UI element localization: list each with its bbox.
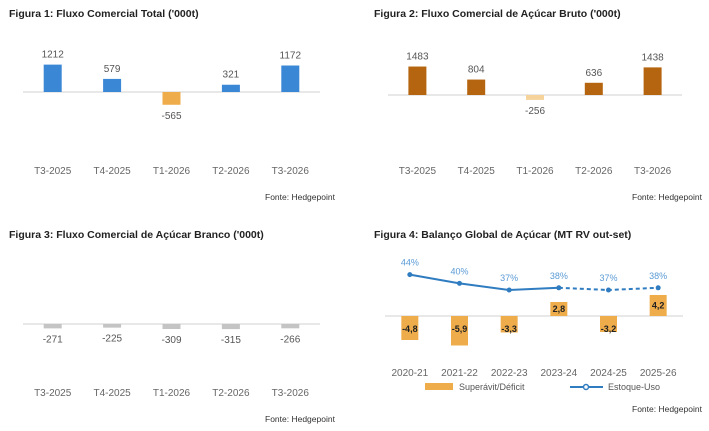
data-label: 4,2 [652,301,665,311]
chart-panel-2: Figura 2: Fluxo Comercial de Açúcar Brut… [365,0,709,215]
x-tick-label: T3-2025 [399,166,437,177]
x-tick-label: 2024-25 [590,368,627,379]
bar [401,316,419,340]
x-tick-label: T4-2025 [93,166,131,177]
data-label: -315 [221,335,241,346]
x-tick-label: T4-2025 [93,388,131,399]
chart-source: Fonte: Hedgepoint [265,414,335,424]
bar [221,324,240,330]
bar [408,66,427,95]
data-label: 1483 [406,52,429,63]
x-tick-label: 2021-22 [441,368,478,379]
line-label: 40% [450,266,468,276]
line-point [457,280,462,286]
bar [43,64,62,92]
data-label: -256 [525,106,545,117]
x-tick-label: 2025-26 [640,368,677,379]
line-point [407,272,413,278]
data-label: -271 [43,334,63,345]
bar [281,65,300,92]
chart-panel-3: Figura 3: Fluxo Comercial de Açúcar Bran… [0,215,350,431]
chart-panel-4: Figura 4: Balanço Global de Açúcar (MT R… [365,215,709,431]
line-label: 37% [500,273,518,283]
chart-source: Fonte: Hedgepoint [632,404,702,414]
bar [550,302,568,316]
bar [221,84,240,92]
x-tick-label: T3-2025 [34,166,72,177]
chart-title: Figura 1: Fluxo Comercial Total ('000t) [9,8,199,20]
line-point [556,285,562,291]
chart-title: Figura 3: Fluxo Comercial de Açúcar Bran… [9,229,264,241]
data-label: -225 [102,334,122,345]
x-tick-label: T1-2026 [153,166,191,177]
x-tick-label: T3-2026 [634,166,672,177]
bar [103,78,122,92]
line-point [655,285,661,291]
data-label: -3,3 [501,324,517,334]
data-label: -309 [161,335,181,346]
x-tick-label: T3-2025 [34,388,72,399]
line-label: 38% [649,271,667,281]
x-tick-label: T2-2026 [212,388,250,399]
data-label: 1212 [42,50,65,61]
bar [526,95,544,100]
chart-title: Figura 2: Fluxo Comercial de Açúcar Brut… [374,8,621,20]
line-point [606,287,611,293]
line-label: 44% [401,258,419,268]
bar [600,316,617,332]
x-tick-label: T2-2026 [575,166,613,177]
line-label: 37% [599,273,617,283]
legend-label: Estoque-Uso [608,382,660,392]
x-tick-label: T3-2026 [272,166,310,177]
bar [103,324,122,328]
chart-title: Figura 4: Balanço Global de Açúcar (MT R… [374,229,632,241]
bar [584,82,603,95]
bar [281,324,300,329]
legend-label: Superávit/Déficit [459,382,525,392]
chart-source: Fonte: Hedgepoint [265,192,335,202]
x-tick-label: 2022-23 [491,368,528,379]
chart-panel-1: Figura 1: Fluxo Comercial Total ('000t) … [0,0,350,215]
line-series-solid [409,273,559,292]
bar-chart-white-sugar: -271 T3-2025 -225 T4-2025 -309 T1-2026 -315 T2-… [23,323,320,399]
data-label: 2,8 [553,304,566,314]
bar [451,316,468,346]
data-label: 804 [468,65,485,76]
data-label: 321 [223,70,240,81]
x-tick-label: T1-2026 [153,388,191,399]
bar [162,324,181,330]
line-label: 38% [550,271,568,281]
data-label: -565 [161,111,181,122]
x-tick-label: 2023-24 [540,368,577,379]
data-label: 579 [104,64,121,75]
bar [467,79,486,95]
data-label: -5,9 [452,324,468,334]
x-tick-label: T1-2026 [516,166,554,177]
x-tick-label: T2-2026 [212,166,250,177]
chart-source: Fonte: Hedgepoint [632,192,702,202]
x-tick-label: T3-2026 [272,388,310,399]
combo-chart-global-balance: -4,8 2020-21 -5,9 2021-22 -3,3 2022-23 2,8 2023… [385,258,683,392]
data-label: -266 [280,334,300,345]
bar [162,92,181,105]
bar-chart-total: 1212 T3-2025 579 T4-2025 -565 T1-2026 321 T2-20… [23,50,320,177]
legend-swatch-bar [425,383,453,390]
x-tick-label: T4-2025 [458,166,496,177]
x-tick-label: 2020-21 [391,368,428,379]
bar [649,295,667,316]
legend-marker [582,383,590,391]
bar [500,316,518,333]
line-point [506,287,512,293]
data-label: 636 [585,68,602,79]
bar-chart-raw-sugar: 1483 T3-2025 804 T4-2025 -256 T1-2026 636 T2-20… [388,52,682,177]
bar [643,67,662,95]
bar [43,324,62,329]
data-label: 1438 [641,52,664,63]
data-label: 1172 [280,51,302,62]
data-label: -4,8 [402,324,418,334]
data-label: -3,2 [601,324,617,334]
